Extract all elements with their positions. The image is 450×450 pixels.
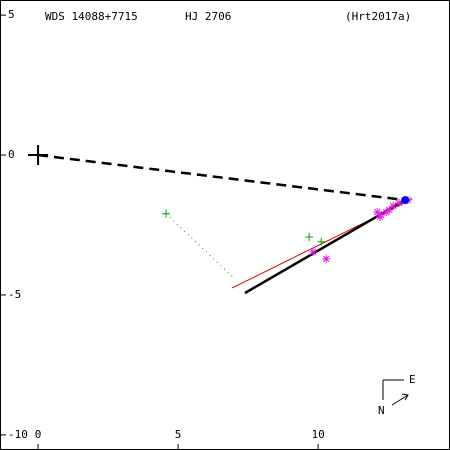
y-tick-label: -5 (8, 288, 21, 301)
compass (382, 379, 409, 406)
point (395, 198, 404, 207)
x-tick-label: 0 (35, 428, 42, 441)
point (305, 233, 314, 242)
y-tick-label: 0 (8, 148, 15, 161)
chart-title: WDS 14088+7715 (45, 10, 138, 23)
x-tick-label: 10 (311, 428, 324, 441)
point (385, 205, 394, 214)
y-tick-label: -10 (8, 428, 28, 441)
annotation: (Hrt2017a) (345, 10, 411, 23)
orbit-line (37, 153, 406, 202)
y-tick-label: 5 (8, 8, 15, 21)
point (322, 254, 331, 263)
x-tick-label: 5 (175, 428, 182, 441)
orbit-line (165, 213, 235, 279)
point (382, 208, 391, 217)
point (375, 212, 384, 221)
point (401, 196, 410, 205)
point (373, 208, 382, 217)
compass-arrowhead (401, 393, 409, 401)
point (162, 209, 171, 218)
compass-label: E (409, 373, 416, 386)
point (377, 210, 386, 219)
point (28, 145, 49, 166)
point (309, 247, 318, 256)
compass-label: N (378, 404, 385, 417)
compass-arrow (391, 394, 409, 406)
point (389, 201, 398, 210)
chart-subtitle: HJ 2706 (185, 10, 231, 23)
point (317, 237, 326, 246)
